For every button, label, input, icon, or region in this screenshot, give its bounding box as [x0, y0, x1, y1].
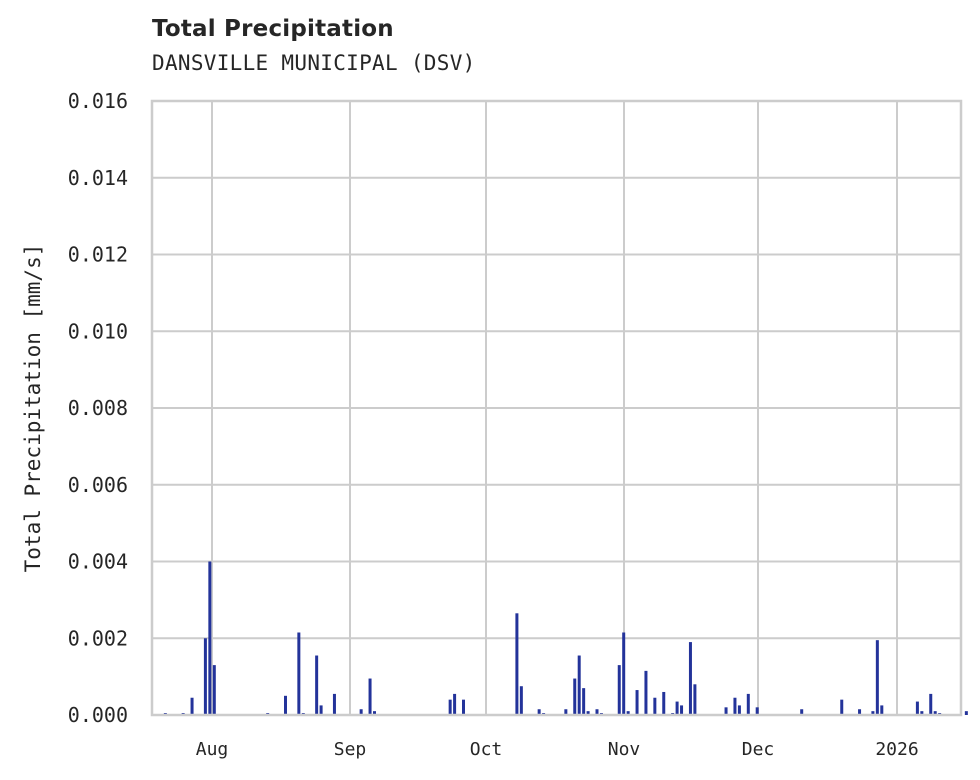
precip-bar [737, 705, 741, 715]
precip-bar [840, 699, 844, 715]
precip-bar [448, 699, 452, 715]
precip-bar [284, 695, 287, 715]
y-tick-label: 0.012 [68, 243, 128, 267]
x-tick-label: 2026 [875, 739, 918, 760]
precip-bar [368, 678, 372, 715]
precip-bar [746, 693, 750, 715]
precip-bar [644, 670, 648, 715]
precip-bar [453, 693, 457, 715]
grid-lines [152, 100, 961, 716]
precip-bar [724, 707, 728, 715]
precip-bar [595, 709, 599, 715]
precip-bar [755, 707, 759, 715]
y-tick-label: 0.002 [68, 626, 128, 650]
precip-bar [875, 640, 879, 715]
precip-bar [373, 711, 376, 715]
precip-bar [626, 711, 630, 715]
precip-bar [675, 701, 679, 715]
precip-bar [212, 665, 216, 715]
x-tick-label: Aug [196, 739, 229, 760]
precip-bar [635, 690, 639, 715]
precip-bar [964, 711, 968, 715]
precip-bar [680, 705, 684, 715]
precip-bar [733, 697, 737, 715]
x-tick-label: Nov [608, 739, 641, 760]
chart-title: Total Precipitation [152, 16, 394, 42]
precip-bar [577, 655, 581, 715]
precip-bar [208, 561, 212, 715]
precip-bar [622, 632, 626, 715]
y-tick-label: 0.010 [68, 319, 128, 343]
precip-bar [662, 691, 666, 715]
precip-bar [515, 613, 519, 715]
precip-bar [915, 701, 919, 715]
precip-bar [920, 711, 924, 715]
y-tick-label: 0.006 [68, 473, 128, 497]
y-tick-label: 0.004 [68, 550, 128, 574]
axes-frame [150, 99, 963, 717]
x-tick-label: Sep [334, 739, 367, 760]
y-tick-label: 0.014 [68, 166, 128, 190]
precip-bar [617, 665, 621, 715]
y-tick-label: 0.008 [68, 396, 128, 420]
precip-bar [297, 632, 301, 715]
y-axis-ticks: 0.000 0.002 0.004 0.006 0.008 0.010 0.012 0.014… [68, 89, 128, 727]
precip-bar [693, 684, 697, 715]
chart-subtitle: DANSVILLE MUNICIPAL (DSV) [152, 51, 476, 75]
precip-bar [519, 686, 523, 715]
x-axis-ticks: Aug Sep Oct Nov Dec 2026 [196, 739, 919, 760]
precip-bar [586, 711, 590, 715]
y-tick-label: 0.000 [68, 703, 128, 727]
precip-bar [564, 709, 568, 715]
plot-frame [150, 99, 963, 717]
y-tick-label: 0.016 [68, 89, 128, 113]
precip-bar [537, 709, 541, 715]
precip-bar [871, 711, 875, 715]
precip-bar [462, 699, 465, 715]
precip-bar [332, 693, 336, 715]
precip-bar [582, 688, 586, 715]
precip-bar [315, 655, 319, 715]
precip-bar [880, 705, 884, 715]
bar-series [163, 561, 968, 715]
precip-bar [858, 709, 862, 715]
precip-bar [190, 697, 194, 715]
y-axis-label: Total Precipitation [mm/s] [21, 244, 45, 573]
precip-bar [933, 711, 937, 715]
precip-bar [929, 693, 933, 715]
precip-bar [319, 705, 323, 715]
precip-bar [688, 642, 692, 715]
precip-bar [800, 709, 804, 715]
x-tick-label: Dec [742, 739, 775, 760]
x-tick-label: Oct [470, 739, 503, 760]
precip-bar [359, 709, 363, 715]
precip-bar [203, 638, 207, 715]
precip-bar [653, 697, 657, 715]
precip-bar [573, 678, 577, 715]
